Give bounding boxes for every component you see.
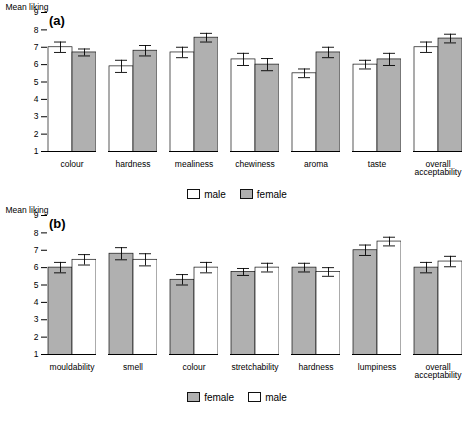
html-text:female: female [204,391,235,403]
svg-text:4: 4 [34,94,39,104]
svg-text:6: 6 [34,59,39,69]
html-text:male: male [265,391,287,403]
svg-text:hardness: hardness [116,159,151,169]
svg-text:mealiness: mealiness [175,159,213,169]
html-text:(b): (b) [49,216,66,231]
svg-text:taste: taste [368,159,387,169]
svg-text:8: 8 [34,228,39,238]
svg-text:1: 1 [34,146,39,156]
html-text:female: female [256,188,287,200]
svg-text:overallacceptability: overallacceptability [415,159,463,178]
svg-text:colour: colour [182,362,205,372]
svg-text:1: 1 [34,349,39,359]
svg-text:hardness: hardness [299,362,334,372]
html-text:(a): (a) [49,13,65,28]
svg-text:3: 3 [34,111,39,121]
html-text:male: male [204,188,226,200]
svg-text:lumpiness: lumpiness [358,362,396,372]
svg-text:9: 9 [33,7,39,18]
svg-text:Mean liking: Mean liking [6,205,49,215]
svg-text:chewiness: chewiness [235,159,275,169]
svg-text:mouldability: mouldability [50,362,96,372]
svg-text:colour: colour [60,159,83,169]
svg-text:2: 2 [34,129,39,139]
svg-text:9: 9 [33,210,39,221]
svg-text:5: 5 [34,280,39,290]
svg-text:2: 2 [34,332,39,342]
svg-text:overallacceptability: overallacceptability [415,362,463,381]
svg-text:7: 7 [34,245,39,255]
svg-text:aroma: aroma [304,159,328,169]
svg-text:3: 3 [34,314,39,324]
svg-text:8: 8 [34,25,39,35]
svg-text:smell: smell [123,362,143,372]
svg-text:Mean liking: Mean liking [6,2,49,12]
svg-text:7: 7 [34,42,39,52]
svg-text:5: 5 [34,77,39,87]
svg-text:4: 4 [34,297,39,307]
svg-text:stretchability: stretchability [231,362,279,372]
svg-text:6: 6 [34,262,39,272]
